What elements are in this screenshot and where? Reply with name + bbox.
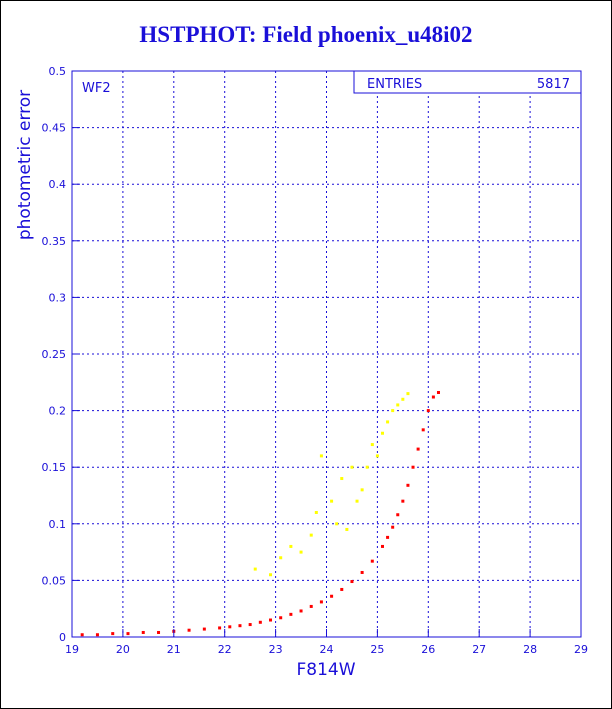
data-point (289, 612, 293, 616)
data-point (396, 403, 400, 407)
data-point (269, 573, 273, 577)
x-tick-label: 24 (320, 643, 334, 656)
data-point (360, 570, 364, 574)
data-point (416, 447, 420, 451)
data-point (187, 628, 191, 632)
y-tick-label: 0.15 (42, 461, 67, 474)
data-point (391, 409, 395, 413)
data-point (126, 632, 130, 636)
data-point (340, 587, 344, 591)
data-point (157, 630, 161, 634)
x-tick-label: 27 (472, 643, 486, 656)
data-point (386, 420, 390, 424)
data-point (380, 544, 384, 548)
data-point (436, 390, 440, 394)
data-point (396, 513, 400, 517)
data-point (309, 604, 313, 608)
x-tick-label: 29 (574, 643, 588, 656)
data-point (238, 624, 242, 628)
stats-box-frame (353, 70, 582, 94)
data-point (111, 632, 115, 636)
data-point (386, 535, 390, 539)
axis-ticks: 19 20 21 22 23 24 25 26 27 28 29 0 0.05 0.1 0.15 0.2 0.2… (42, 65, 589, 656)
data-point (95, 633, 99, 637)
data-point (406, 392, 410, 396)
data-point (380, 431, 384, 435)
y-tick-label: 0.1 (49, 518, 67, 531)
data-point (350, 465, 354, 469)
data-point (299, 550, 303, 554)
data-point (299, 609, 303, 613)
data-point (340, 477, 344, 481)
grid-lines (71, 70, 582, 638)
y-tick-label: 0.5 (49, 65, 67, 78)
data-point (248, 623, 252, 627)
data-point (141, 630, 145, 634)
data-point (370, 443, 374, 447)
data-point (319, 454, 323, 458)
data-point (401, 499, 405, 503)
data-point (202, 627, 206, 631)
x-tick-label: 22 (218, 643, 232, 656)
data-point (411, 465, 415, 469)
y-tick-label: 0.3 (49, 291, 67, 304)
y-tick-label: 0.05 (42, 574, 67, 587)
data-point (228, 625, 232, 629)
y-tick-label: 0.2 (49, 405, 67, 418)
data-point (309, 533, 313, 537)
data-point (391, 525, 395, 529)
x-tick-label: 26 (421, 643, 435, 656)
data-point (421, 428, 425, 432)
data-point (289, 544, 293, 548)
data-point (279, 616, 283, 620)
data-point (345, 527, 349, 531)
data-point (401, 397, 405, 401)
stats-box: ENTRIES 5817 (353, 70, 582, 94)
x-tick-label: 21 (167, 643, 181, 656)
x-tick-label: 19 (65, 643, 79, 656)
data-point (365, 465, 369, 469)
data-point (330, 499, 334, 503)
x-tick-label: 28 (523, 643, 537, 656)
y-tick-label: 0.45 (42, 122, 67, 135)
y-axis-title: photometric error (15, 90, 35, 240)
data-point (258, 620, 262, 624)
x-tick-label: 23 (269, 643, 283, 656)
data-point (426, 409, 430, 413)
data-point (431, 395, 435, 399)
chart-title: HSTPHOT: Field phoenix_u48i02 (139, 22, 473, 47)
y-tick-label: 0.25 (42, 348, 67, 361)
data-point (269, 618, 273, 622)
stats-box-label: ENTRIES (367, 77, 422, 92)
data-point (279, 556, 283, 560)
y-tick-label: 0.4 (49, 178, 67, 191)
data-point (319, 600, 323, 604)
data-points (80, 390, 440, 637)
data-point (253, 567, 257, 571)
panel-label: WF2 (82, 81, 111, 96)
y-tick-label: 0.35 (42, 235, 67, 248)
data-point (370, 559, 374, 563)
x-tick-label: 25 (370, 643, 384, 656)
data-point (355, 499, 359, 503)
data-point (350, 580, 354, 584)
y-tick-label: 0 (59, 631, 66, 644)
data-point (335, 522, 339, 526)
data-point (360, 488, 364, 492)
data-point (330, 594, 334, 598)
x-axis-title: F814W (296, 660, 355, 680)
data-point (406, 483, 410, 487)
data-point (314, 510, 318, 514)
data-point (375, 454, 379, 458)
x-tick-label: 20 (116, 643, 130, 656)
data-point (218, 626, 222, 630)
stats-box-value: 5817 (537, 77, 570, 92)
data-point (80, 633, 84, 637)
